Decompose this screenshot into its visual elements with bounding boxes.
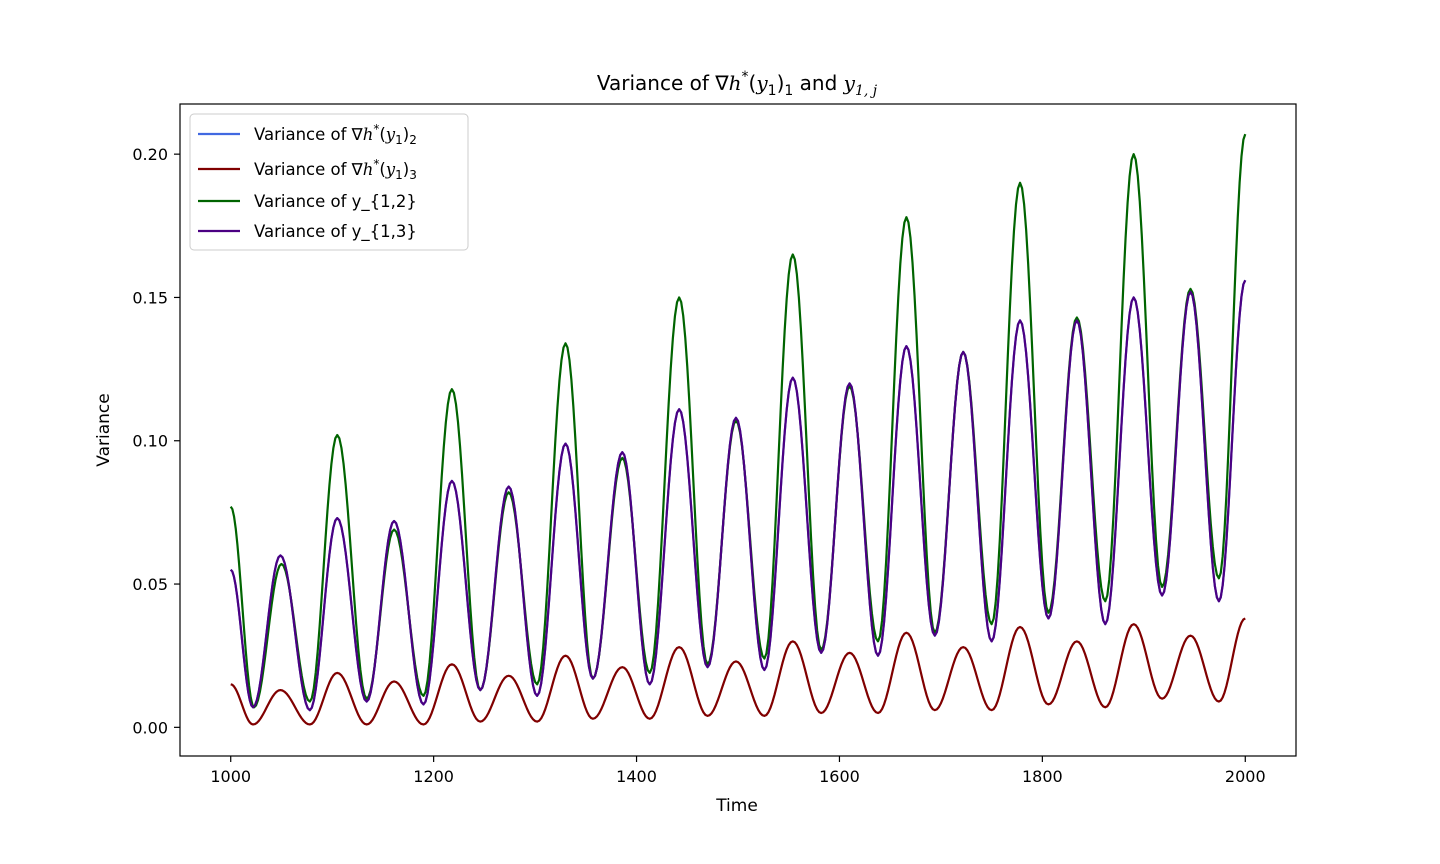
y-axis: 0.00 0.05 0.10 0.15 0.20: [132, 145, 180, 737]
x-axis-label: Time: [715, 796, 758, 816]
series-line-1: [230, 617, 1246, 726]
y-tick-label: 0.20: [132, 145, 168, 164]
chart-title: Variance of ∇h*(y1)1 and y1, j: [597, 69, 878, 99]
x-tick-label: 1400: [616, 767, 657, 786]
x-tick-label: 1000: [210, 767, 251, 786]
y-tick-label: 0.15: [132, 288, 168, 307]
y-axis-label: Variance: [94, 393, 114, 466]
legend: Variance of ∇h*(y1)2 Variance of ∇h*(y1)…: [189, 113, 469, 251]
y-tick-label: 0.05: [132, 575, 168, 594]
x-tick-label: 1600: [819, 767, 860, 786]
series-line-2: [229, 133, 1247, 709]
plot-area: [229, 133, 1247, 726]
legend-entry-grad-3: Variance of ∇h*(y1)3: [198, 157, 417, 182]
legend-label: Variance of ∇h*(y1)2: [254, 122, 417, 147]
x-tick-label: 1200: [413, 767, 454, 786]
x-tick-label: 1800: [1022, 767, 1063, 786]
legend-box: [189, 113, 469, 251]
legend-label: Variance of ∇h*(y1)3: [254, 157, 417, 182]
legend-label: Variance of y_{1,2}: [254, 192, 417, 212]
series-line-3: [229, 279, 1247, 712]
x-axis: 1000 1200 1400 1600 1800 2000: [210, 756, 1266, 786]
x-tick-label: 2000: [1225, 767, 1266, 786]
axes-frame: [179, 103, 1297, 757]
legend-entry-grad-2: Variance of ∇h*(y1)2: [198, 122, 417, 147]
legend-entry-y12: Variance of y_{1,2}: [198, 192, 417, 212]
y-tick-label: 0.10: [132, 432, 168, 451]
legend-label: Variance of y_{1,3}: [254, 222, 417, 242]
y-tick-label: 0.00: [132, 718, 168, 737]
legend-entry-y13: Variance of y_{1,3}: [198, 222, 417, 242]
